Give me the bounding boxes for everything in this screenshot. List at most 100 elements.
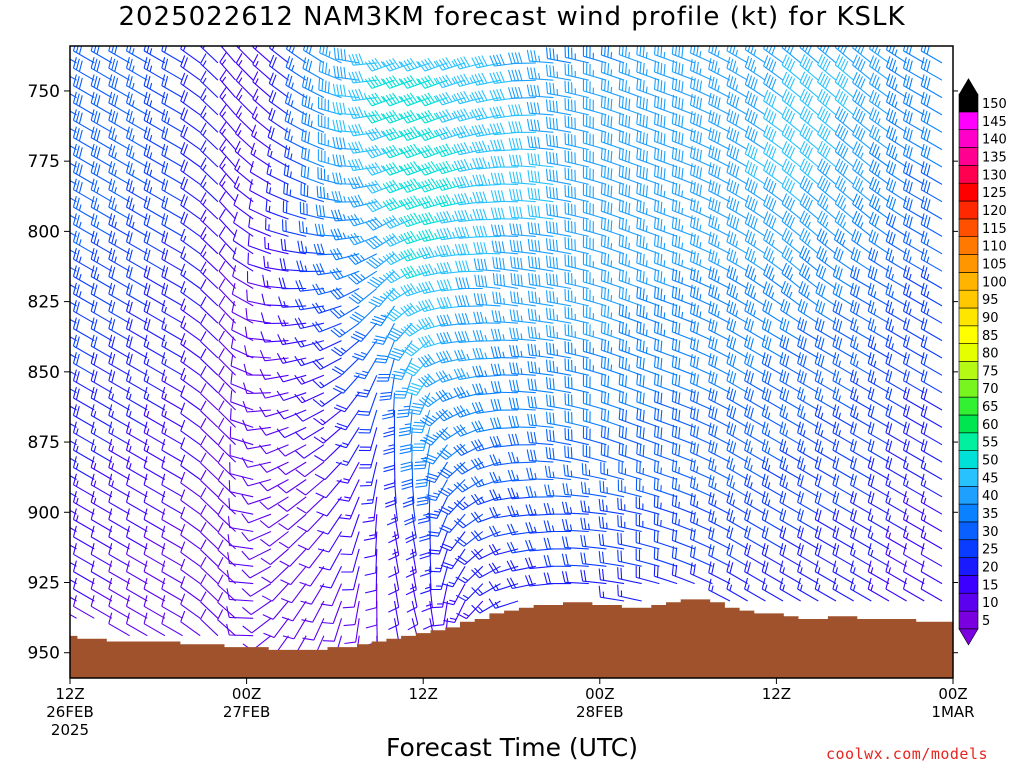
terrain-area xyxy=(70,599,953,678)
wind-barb xyxy=(834,106,855,133)
wind-barb xyxy=(779,369,801,394)
wind-barb xyxy=(671,181,695,203)
wind-barb xyxy=(321,600,343,625)
wind-barb xyxy=(617,584,642,602)
wind-barb xyxy=(867,491,890,515)
wind-barb xyxy=(849,334,872,359)
wind-barb xyxy=(418,280,448,294)
wind-barb xyxy=(799,227,819,255)
wind-barb xyxy=(90,404,113,428)
wind-barb xyxy=(799,245,819,272)
wind-barb xyxy=(241,565,272,579)
colorbar-swatch xyxy=(958,521,979,541)
colorbar-label: 45 xyxy=(982,471,999,486)
wind-barb xyxy=(471,401,501,414)
colorbar-swatch xyxy=(958,93,979,113)
wind-barb xyxy=(319,46,342,64)
wind-barb xyxy=(200,591,219,619)
wind-barb xyxy=(598,498,625,515)
wind-barb xyxy=(218,278,236,307)
wind-barb xyxy=(902,369,925,394)
wind-barb xyxy=(744,73,766,99)
wind-barb xyxy=(263,255,289,272)
wind-barb xyxy=(217,452,236,480)
wind-barb xyxy=(902,265,925,289)
wind-barb xyxy=(470,493,501,506)
wind-barb xyxy=(161,126,183,151)
wind-barb xyxy=(285,46,307,64)
wind-barb xyxy=(125,508,148,532)
wind-barb xyxy=(545,99,572,116)
wind-barb xyxy=(143,265,166,289)
wind-barb xyxy=(248,215,272,237)
colorbar-label: 60 xyxy=(982,418,999,433)
wind-barb xyxy=(581,463,607,481)
wind-barb xyxy=(779,404,801,428)
wind-barb xyxy=(781,175,802,203)
wind-barb xyxy=(600,286,625,307)
x-tick-label: 12Z xyxy=(409,685,438,703)
wind-barb xyxy=(510,272,536,290)
wind-barb xyxy=(852,89,872,116)
wind-barb xyxy=(744,125,766,151)
wind-barb xyxy=(744,299,766,324)
wind-barb xyxy=(744,282,766,307)
wind-barb xyxy=(671,355,695,376)
colorbar-label: 55 xyxy=(982,436,999,451)
wind-barb xyxy=(489,106,519,119)
wind-barb xyxy=(779,317,801,342)
colorbar-swatch xyxy=(958,610,979,630)
wind-barb xyxy=(200,46,219,64)
wind-barb xyxy=(507,487,536,500)
wind-barb xyxy=(90,230,113,255)
wind-barb xyxy=(817,158,837,185)
wind-barb xyxy=(508,397,536,411)
wind-barb xyxy=(708,544,731,567)
wind-barb xyxy=(382,179,413,194)
wind-barb xyxy=(401,340,431,357)
wind-barb xyxy=(180,576,201,602)
wind-barb xyxy=(832,404,854,428)
wind-barb xyxy=(382,57,413,72)
wind-barb xyxy=(241,530,272,542)
wind-barb xyxy=(229,426,254,446)
wind-barb xyxy=(332,154,360,168)
wind-barb xyxy=(527,290,554,307)
wind-barb xyxy=(744,438,766,463)
wind-barb xyxy=(353,357,378,380)
wind-barb xyxy=(834,175,855,203)
wind-barb xyxy=(671,424,695,446)
wind-barb xyxy=(817,88,837,116)
wind-barb xyxy=(161,577,183,602)
wind-barb xyxy=(618,46,642,64)
wind-barb xyxy=(600,461,625,481)
wind-barb xyxy=(442,583,466,606)
wind-barb xyxy=(781,123,802,151)
wind-barb xyxy=(301,93,325,116)
wind-barb xyxy=(72,369,95,394)
wind-barb xyxy=(219,69,237,98)
wind-barb xyxy=(902,74,925,99)
wind-barb xyxy=(832,282,854,307)
wind-barb xyxy=(545,203,572,220)
wind-barb xyxy=(418,334,448,349)
wind-barb xyxy=(885,404,907,428)
wind-barb xyxy=(436,279,466,292)
wind-barb xyxy=(744,56,766,81)
wind-barb xyxy=(488,598,519,609)
wind-barb xyxy=(636,46,660,64)
wind-barb xyxy=(885,230,907,255)
wind-barb xyxy=(402,479,415,508)
wind-barb xyxy=(708,353,731,376)
wind-barb xyxy=(636,60,660,81)
terrain-layer xyxy=(70,599,953,678)
wind-barb xyxy=(72,404,95,428)
wind-barb xyxy=(419,409,448,427)
wind-barb xyxy=(885,491,907,515)
wind-barb xyxy=(180,471,201,498)
colorbar-label: 95 xyxy=(982,293,999,308)
wind-barb xyxy=(885,160,907,185)
wind-barb xyxy=(454,330,483,344)
wind-barb xyxy=(364,109,395,124)
wind-barb xyxy=(671,337,695,359)
